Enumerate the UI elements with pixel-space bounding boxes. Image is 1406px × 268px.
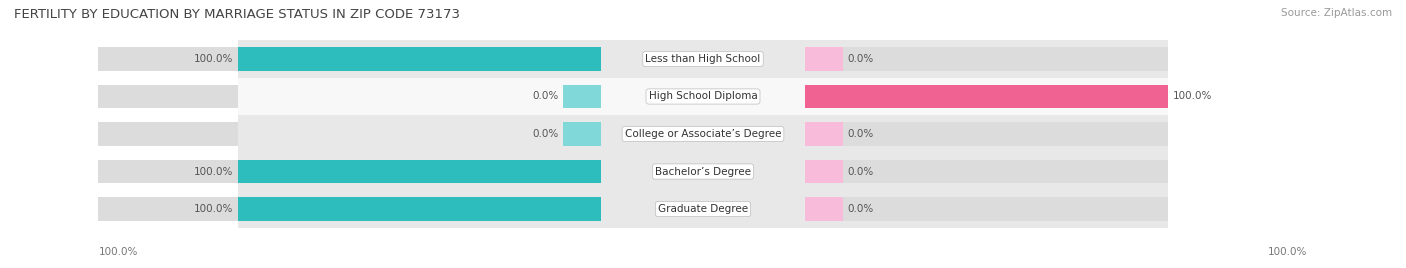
Bar — [806, 85, 1168, 108]
Text: Source: ZipAtlas.com: Source: ZipAtlas.com — [1281, 8, 1392, 18]
Bar — [238, 198, 600, 221]
Bar — [806, 160, 842, 183]
Bar — [806, 122, 842, 146]
Bar — [806, 122, 1168, 146]
Text: 100.0%: 100.0% — [194, 54, 233, 64]
Bar — [806, 198, 1168, 221]
Text: FERTILITY BY EDUCATION BY MARRIAGE STATUS IN ZIP CODE 73173: FERTILITY BY EDUCATION BY MARRIAGE STATU… — [14, 8, 460, 21]
Text: 0.0%: 0.0% — [533, 129, 558, 139]
Bar — [806, 198, 842, 221]
Text: 100.0%: 100.0% — [1173, 91, 1212, 102]
Bar — [806, 47, 1168, 70]
Bar — [564, 85, 600, 108]
Bar — [0, 85, 238, 108]
Text: 0.0%: 0.0% — [848, 129, 873, 139]
Bar — [806, 47, 842, 70]
Bar — [0, 47, 238, 70]
Text: Less than High School: Less than High School — [645, 54, 761, 64]
Text: High School Diploma: High School Diploma — [648, 91, 758, 102]
Text: 100.0%: 100.0% — [1268, 247, 1308, 257]
Bar — [238, 78, 1168, 115]
Text: 100.0%: 100.0% — [98, 247, 138, 257]
Bar — [238, 153, 1168, 190]
Bar — [238, 115, 1168, 153]
Bar — [238, 47, 600, 70]
Text: 0.0%: 0.0% — [848, 204, 873, 214]
Bar — [238, 40, 1168, 78]
Text: Graduate Degree: Graduate Degree — [658, 204, 748, 214]
Bar — [0, 160, 238, 183]
Bar — [806, 160, 1168, 183]
Text: 0.0%: 0.0% — [533, 91, 558, 102]
Bar — [0, 198, 238, 221]
Bar — [0, 122, 238, 146]
Bar — [238, 160, 600, 183]
Text: 0.0%: 0.0% — [848, 166, 873, 177]
Bar — [564, 122, 600, 146]
Bar — [238, 190, 1168, 228]
Text: 0.0%: 0.0% — [848, 54, 873, 64]
Text: Bachelor’s Degree: Bachelor’s Degree — [655, 166, 751, 177]
Text: College or Associate’s Degree: College or Associate’s Degree — [624, 129, 782, 139]
Text: 100.0%: 100.0% — [194, 204, 233, 214]
Bar — [806, 85, 1168, 108]
Text: 100.0%: 100.0% — [194, 166, 233, 177]
